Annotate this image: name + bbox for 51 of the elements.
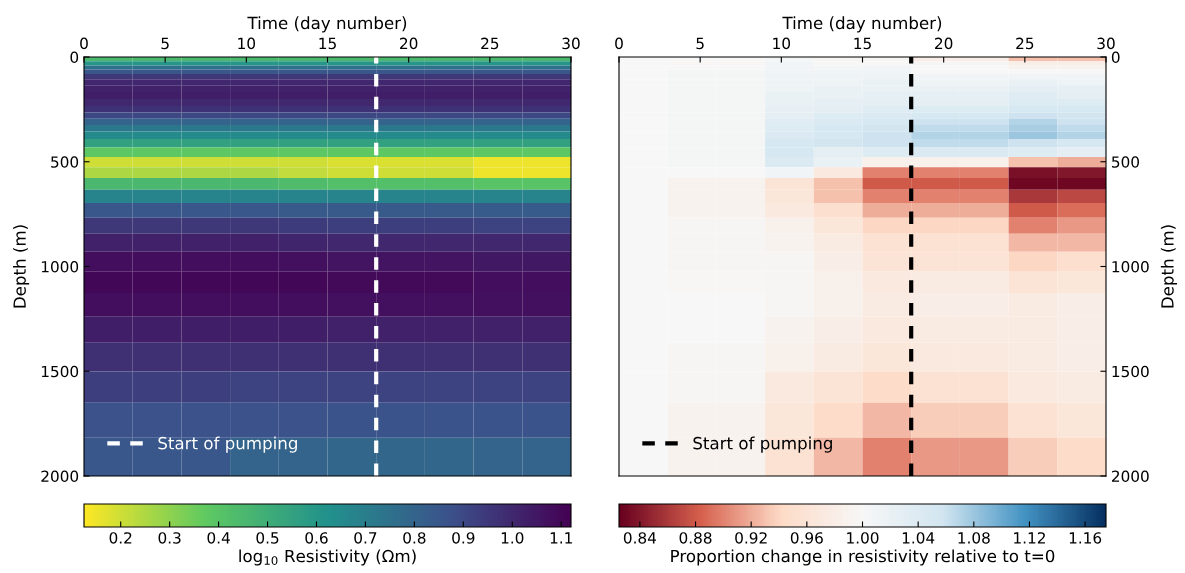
y-tick-label: 1500 <box>41 365 79 378</box>
color-bar-label: 1.12 <box>1014 532 1045 544</box>
x-axis-title: Time (day number) <box>782 16 942 33</box>
y-tick-label: 500 <box>1112 156 1140 168</box>
x-tick-label: 0 <box>80 37 88 50</box>
color-bar-label: 1.1 <box>550 532 572 544</box>
x-tick-label: 10 <box>238 37 256 50</box>
color-bar-label: 0.2 <box>109 532 132 544</box>
color-bar-label: 1.04 <box>902 532 935 544</box>
color-bar-label: 1.08 <box>958 532 990 544</box>
y-tick-label: 1000 <box>41 260 79 273</box>
y-tick-label: 1000 <box>1112 260 1149 273</box>
x-tick-label: 25 <box>481 37 499 50</box>
color-bar-label: 1.00 <box>847 532 879 544</box>
ref-line-label: Start of pumping <box>693 436 832 453</box>
color-bar-label: 0.7 <box>354 532 377 544</box>
color-bar-label: 0.3 <box>158 532 181 544</box>
x-tick-label: 25 <box>1016 37 1034 50</box>
x-tick-label: 30 <box>562 37 580 50</box>
color-bar-label: 0.88 <box>679 532 712 544</box>
color-bar-label: 1.16 <box>1069 532 1102 544</box>
color-bar-label: 0.92 <box>735 532 767 544</box>
y-tick-label: 0 <box>1111 51 1120 64</box>
color-bar-title: log$_{10}$ Resistivity (Ωm) <box>239 549 416 566</box>
y-tick-label: 2000 <box>1111 470 1149 483</box>
color-bar-label: 0.5 <box>256 532 279 544</box>
ref-line-label: Start of pumping <box>158 436 297 453</box>
y-tick-label: 2000 <box>41 470 79 483</box>
color-bar-label: 0.84 <box>623 532 657 544</box>
color-bar-label: 0.9 <box>452 532 475 544</box>
x-tick-label: 20 <box>400 37 418 50</box>
y-axis-title: Depth (m) <box>13 225 30 308</box>
color-bar-label: 0.8 <box>403 532 426 544</box>
x-tick-label: 5 <box>161 37 169 50</box>
y-tick-label: 500 <box>51 156 79 168</box>
y-axis-title: Depth (m) <box>1160 225 1177 308</box>
y-tick-label: 0 <box>70 51 79 64</box>
color-bar-label: 0.96 <box>790 532 823 544</box>
x-tick-label: 0 <box>615 37 623 50</box>
x-tick-label: 5 <box>696 37 704 50</box>
x-tick-label: 15 <box>319 37 336 50</box>
x-tick-label: 15 <box>854 37 871 50</box>
color-bar-label: 0.6 <box>305 532 328 544</box>
x-tick-label: 10 <box>773 37 791 50</box>
x-tick-label: 20 <box>935 37 953 50</box>
color-bar-label: 0.4 <box>207 532 230 544</box>
color-bar-title: Proportion change in resistivity relative to t=0 <box>671 549 1055 566</box>
x-tick-label: 30 <box>1097 37 1115 50</box>
color-bar-label: 1.0 <box>501 532 524 544</box>
x-axis-title: Time (day number) <box>247 16 407 33</box>
y-tick-label: 1500 <box>1112 365 1149 378</box>
